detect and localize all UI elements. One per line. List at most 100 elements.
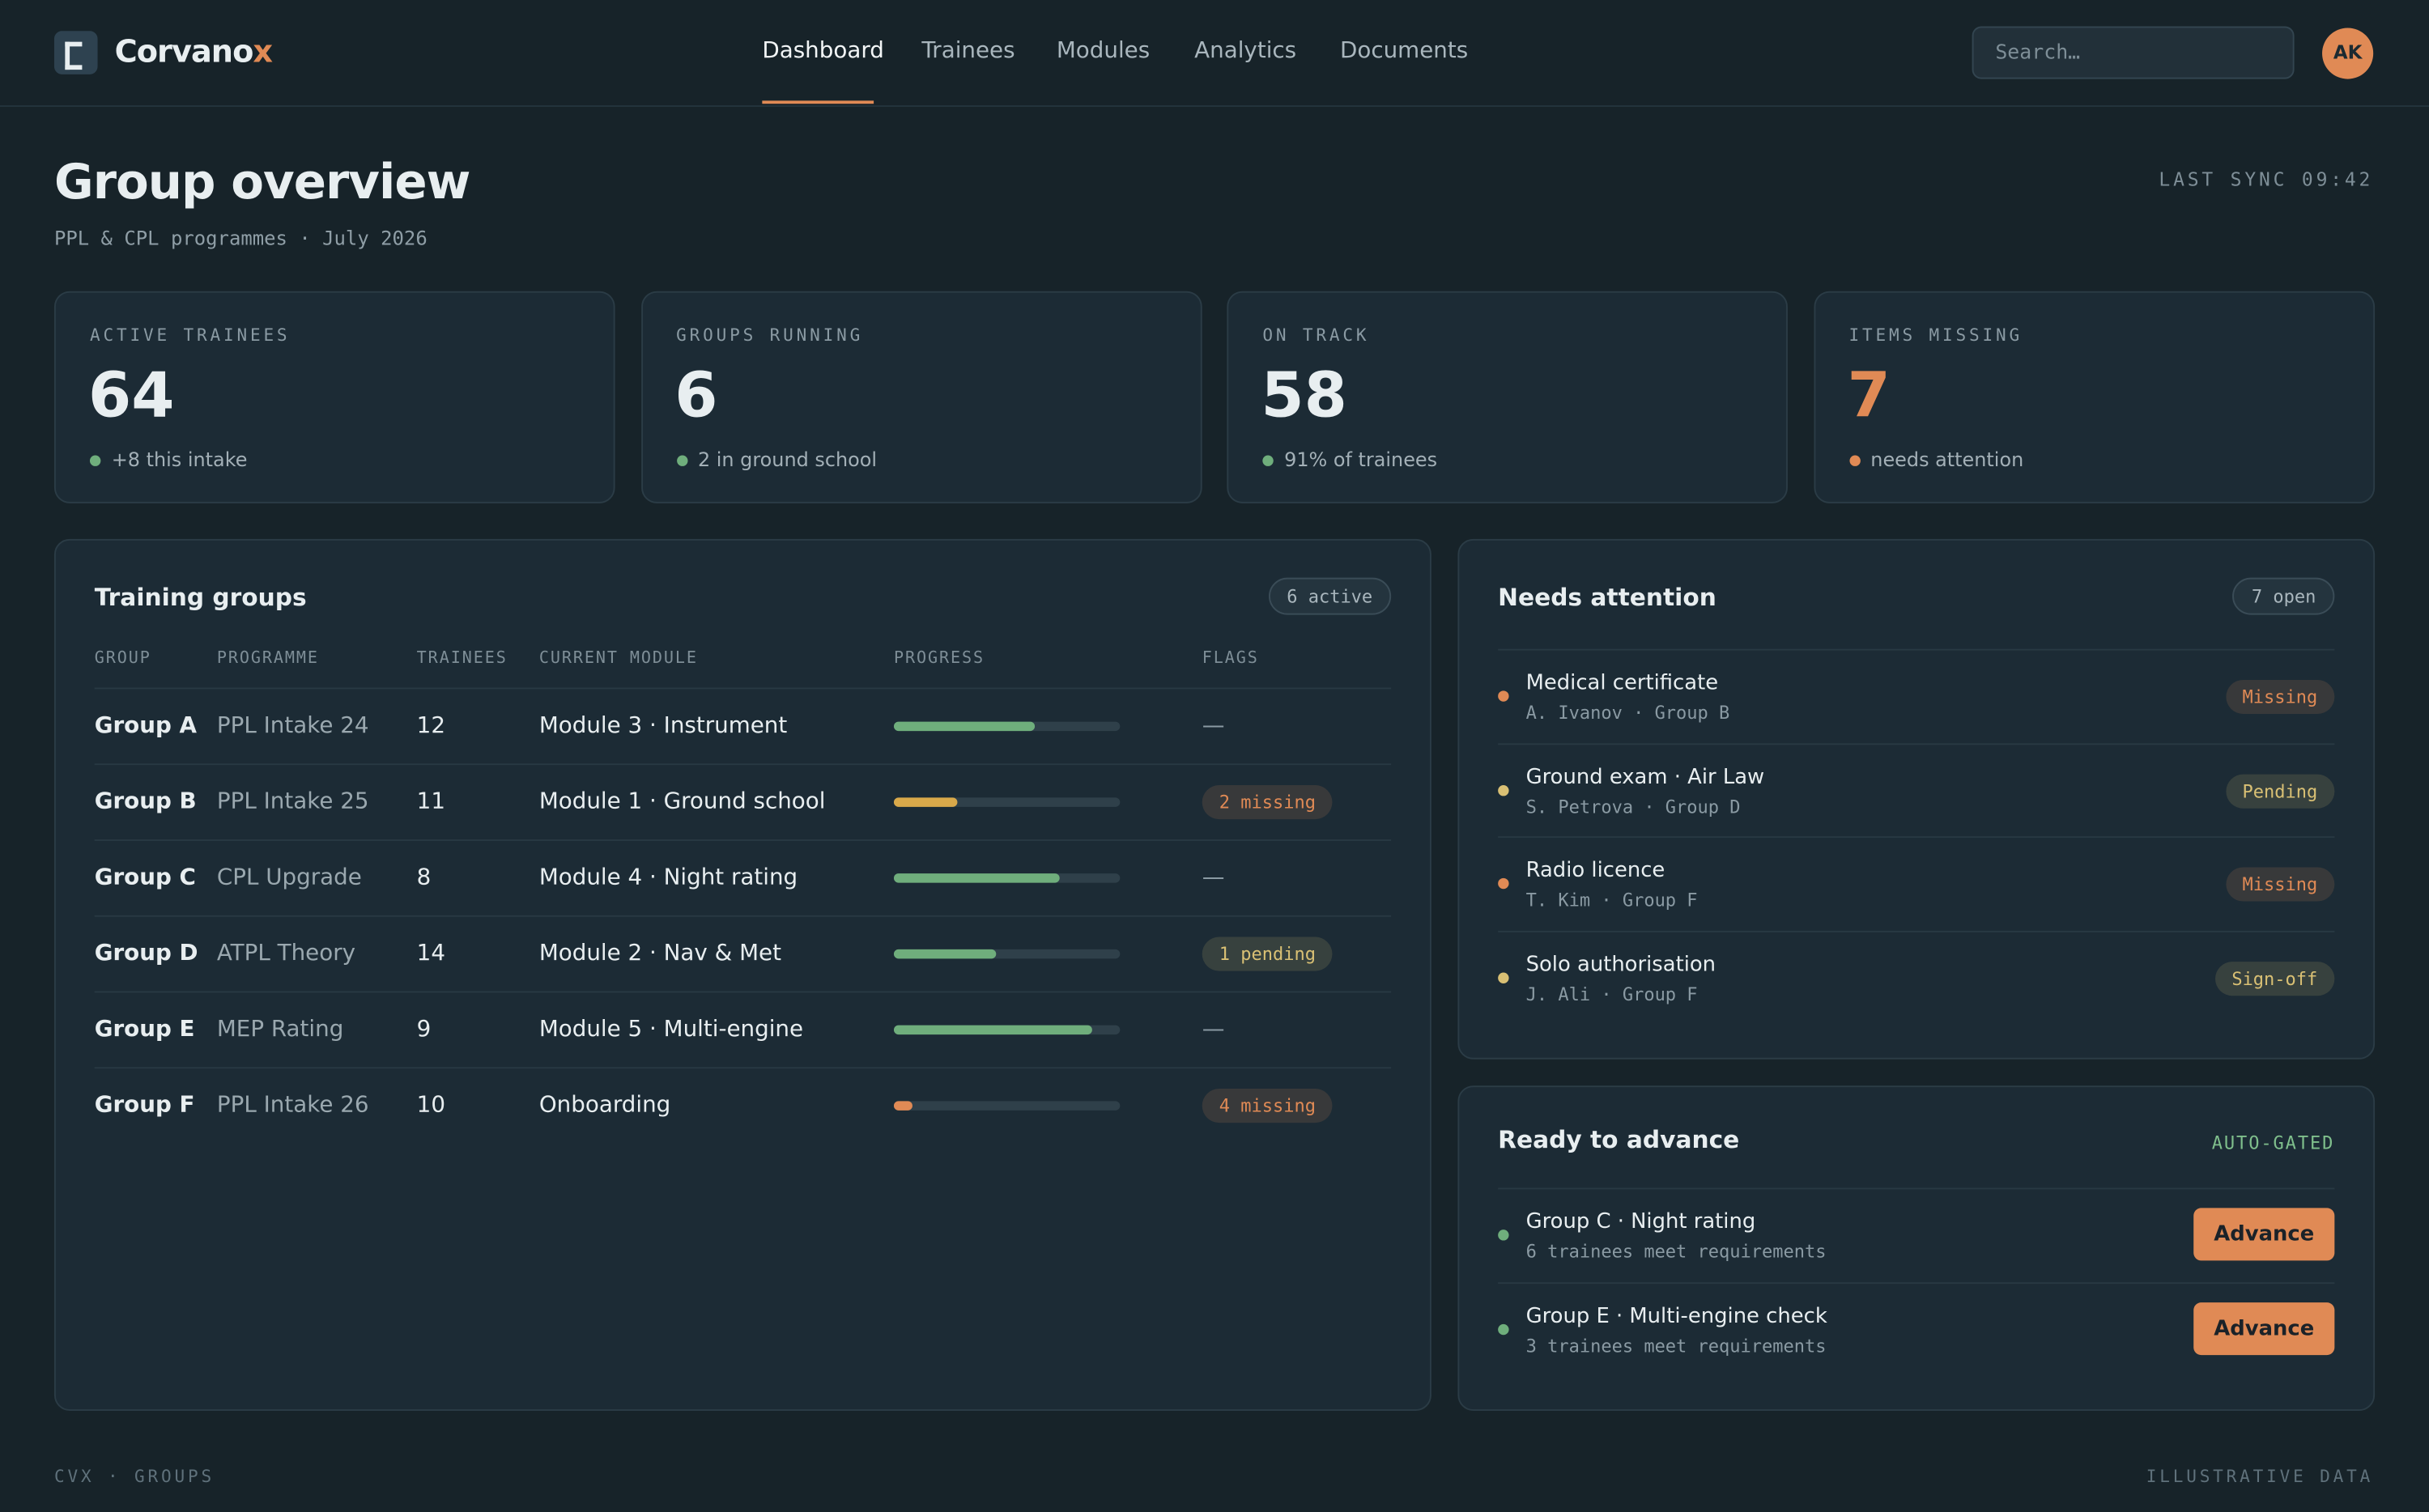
item-title: Radio licence bbox=[1525, 857, 1665, 883]
table-row: Group C CPL Upgrade 8 Module 4 · Night rati… bbox=[94, 839, 1392, 917]
footer-left: CVX · GROUPS bbox=[53, 1466, 215, 1487]
trainees: 11 bbox=[416, 789, 445, 815]
nav-link[interactable]: Trainees bbox=[921, 38, 1015, 64]
flag-pill: 4 missing bbox=[1202, 1089, 1334, 1123]
stat-label: GROUPS RUNNING bbox=[676, 325, 864, 346]
nav-link[interactable]: Modules bbox=[1056, 38, 1151, 64]
item-sub: 3 trainees meet requirements bbox=[1525, 1334, 1827, 1357]
progress-bar bbox=[893, 1025, 1093, 1035]
table-row: Group D ATPL Theory 14 Module 2 · Nav & Met… bbox=[94, 915, 1392, 993]
item-sub: T. Kim · Group F bbox=[1525, 889, 1698, 911]
brand: Corvanox bbox=[115, 32, 274, 70]
item-title: Group E · Multi-engine check bbox=[1525, 1303, 1827, 1328]
item-title: Group C · Night rating bbox=[1525, 1209, 1756, 1234]
current-module: Module 1 · Ground school bbox=[538, 789, 826, 815]
logo-icon bbox=[53, 31, 98, 74]
column-header: TRAINEES bbox=[416, 648, 508, 668]
trainees: 8 bbox=[416, 865, 432, 891]
flag-pill: 2 missing bbox=[1202, 785, 1334, 820]
item-sub: A. Ivanov · Group B bbox=[1525, 701, 1730, 724]
table-row: Group A PPL Intake 24 12 Module 3 · Instrum… bbox=[94, 687, 1392, 766]
progress-bar bbox=[893, 1101, 912, 1111]
item-sub: 6 trainees meet requirements bbox=[1525, 1240, 1827, 1263]
column-header: PROGRAMME bbox=[216, 648, 319, 668]
item-dot bbox=[1498, 971, 1509, 983]
group-name: Group E bbox=[94, 1017, 195, 1043]
stat-dot bbox=[1848, 455, 1860, 466]
current-module: Onboarding bbox=[538, 1093, 671, 1119]
current-module: Module 4 · Night rating bbox=[538, 865, 798, 891]
trainees: 14 bbox=[416, 941, 445, 966]
stat-card: GROUPS RUNNING 6 2 in ground school bbox=[640, 291, 1202, 503]
page-subtitle: PPL & CPL programmes · July 2026 bbox=[53, 226, 428, 250]
programme: PPL Intake 26 bbox=[216, 1093, 369, 1119]
stat-dot bbox=[676, 455, 687, 466]
item-sub: J. Ali · Group F bbox=[1525, 982, 1698, 1004]
logo-glyph bbox=[65, 41, 83, 70]
stat-note: 2 in ground school bbox=[697, 447, 878, 471]
panel-badge: 7 open bbox=[2232, 577, 2335, 615]
nav-underline bbox=[762, 100, 874, 104]
trainees: 12 bbox=[416, 714, 445, 739]
progress-track bbox=[893, 721, 1121, 732]
nav-link[interactable]: Documents bbox=[1340, 38, 1469, 64]
divider bbox=[1498, 648, 2335, 651]
trainees: 10 bbox=[416, 1093, 445, 1119]
divider bbox=[1498, 1187, 2335, 1190]
progress-bar bbox=[893, 949, 996, 959]
current-module: Module 2 · Nav & Met bbox=[538, 941, 781, 966]
item-dot bbox=[1498, 1230, 1509, 1241]
panel-title: Needs attention bbox=[1498, 584, 1716, 612]
programme: ATPL Theory bbox=[216, 941, 356, 966]
trainees: 9 bbox=[416, 1017, 432, 1043]
advance-button[interactable]: Advance bbox=[2193, 1208, 2335, 1261]
table-row: Group E MEP Rating 9 Module 5 · Multi-engin… bbox=[94, 991, 1392, 1069]
progress-track bbox=[893, 949, 1121, 959]
nav-link[interactable]: Dashboard bbox=[762, 38, 884, 64]
item-dot bbox=[1498, 1323, 1509, 1335]
item-dot bbox=[1498, 877, 1509, 890]
search-box[interactable]: Search… bbox=[1972, 26, 2295, 79]
item-title: Solo authorisation bbox=[1525, 951, 1716, 977]
item-sub: S. Petrova · Group D bbox=[1525, 795, 1741, 818]
table-row: Group B PPL Intake 25 11 Module 1 · Ground … bbox=[94, 763, 1392, 841]
avatar[interactable]: AK bbox=[2322, 28, 2374, 79]
column-header: CURRENT MODULE bbox=[538, 648, 698, 668]
item-dot bbox=[1498, 784, 1509, 796]
footer-right: ILLUSTRATIVE DATA bbox=[2146, 1466, 2374, 1487]
programme: PPL Intake 24 bbox=[216, 714, 369, 739]
item-title: Medical certificate bbox=[1525, 670, 1719, 696]
flag-none: — bbox=[1202, 714, 1225, 739]
page-title: Group overview bbox=[53, 155, 470, 211]
search-placeholder: Search… bbox=[1995, 41, 2081, 66]
ready-to-advance-panel: Ready to advance AUTO-GATED Group C · Nigh… bbox=[1457, 1085, 2376, 1412]
group-name: Group D bbox=[94, 941, 198, 966]
programme: CPL Upgrade bbox=[216, 865, 362, 891]
table-row: Group F PPL Intake 26 10 Onboarding 4 missin… bbox=[94, 1067, 1392, 1145]
needs-attention-panel: Needs attention 7 open Medical certificate… bbox=[1457, 538, 2376, 1060]
nav-link[interactable]: Analytics bbox=[1194, 38, 1297, 64]
group-name: Group F bbox=[94, 1093, 195, 1119]
group-name: Group C bbox=[94, 865, 196, 891]
panel-tag: AUTO-GATED bbox=[2211, 1132, 2335, 1154]
stat-dot bbox=[1262, 455, 1274, 466]
divider bbox=[1498, 742, 2335, 745]
advance-button[interactable]: Advance bbox=[2193, 1302, 2335, 1355]
progress-track bbox=[893, 797, 1121, 807]
progress-track bbox=[893, 873, 1121, 883]
divider bbox=[1498, 1281, 2335, 1284]
stat-note: needs attention bbox=[1870, 447, 2024, 471]
training-groups-panel: Training groups 6 active GROUP PROGRAMME TRA… bbox=[53, 538, 1431, 1412]
brand-accent: x bbox=[253, 32, 273, 70]
status-pill: Pending bbox=[2225, 773, 2335, 808]
progress-track bbox=[893, 1101, 1121, 1111]
stat-dot bbox=[89, 455, 101, 466]
stat-label: ITEMS MISSING bbox=[1848, 325, 2023, 346]
group-name: Group A bbox=[94, 714, 197, 739]
group-name: Group B bbox=[94, 789, 197, 815]
progress-track bbox=[893, 1025, 1121, 1035]
stat-card: ON TRACK 58 91% of trainees bbox=[1227, 291, 1788, 503]
